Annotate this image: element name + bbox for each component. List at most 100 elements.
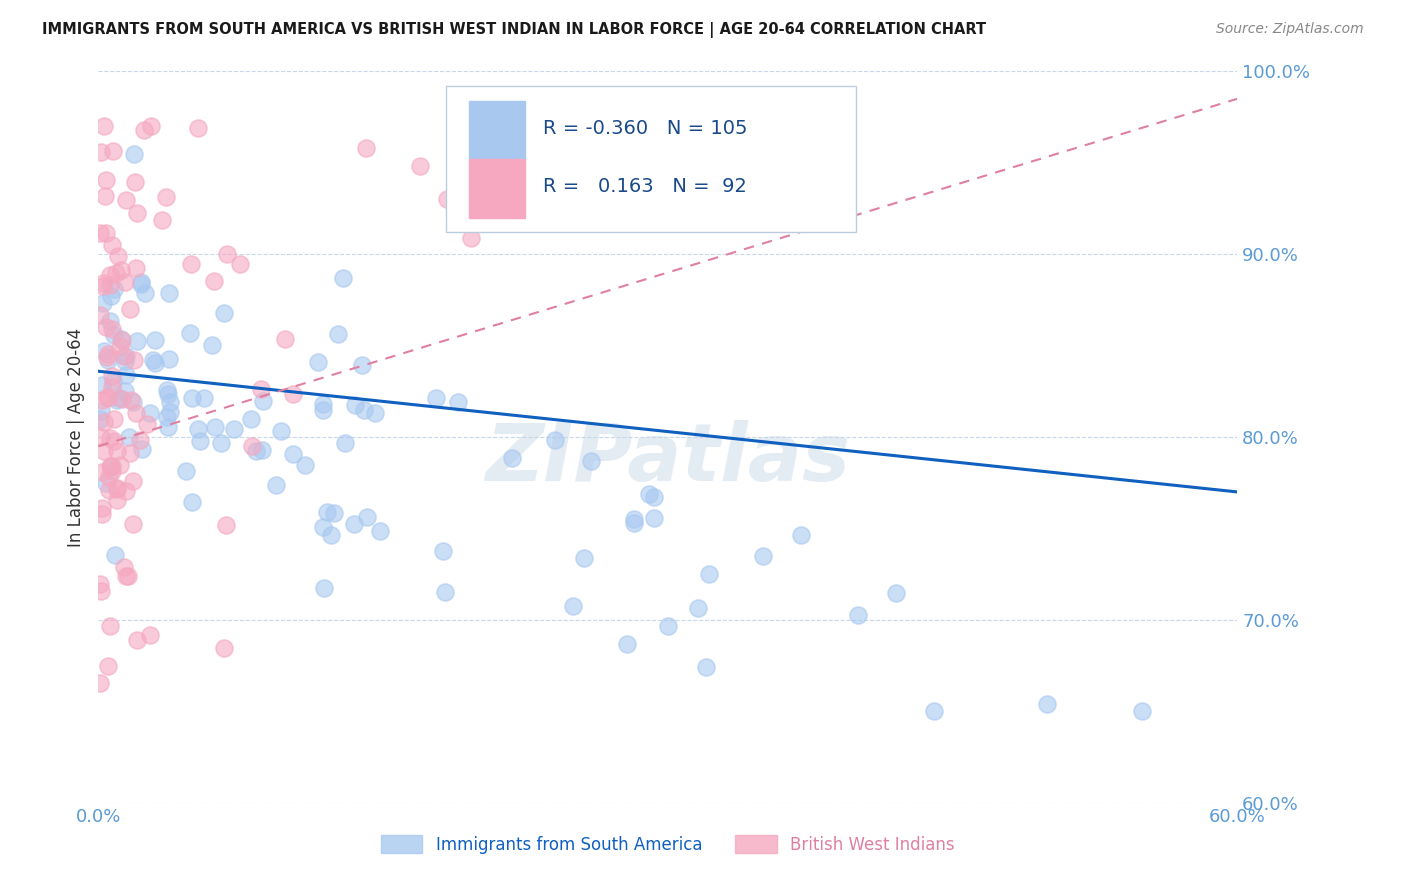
Point — [155, 409, 177, 424]
Point — [101, 321, 124, 335]
Point — [93, 415, 115, 429]
Point — [579, 454, 602, 468]
Point — [103, 434, 125, 448]
Point — [118, 301, 141, 316]
Point — [110, 263, 132, 277]
Point — [98, 458, 121, 473]
Text: R =   0.163   N =  92: R = 0.163 N = 92 — [543, 178, 747, 196]
Point — [93, 343, 115, 358]
Point — [118, 446, 141, 460]
Point — [96, 319, 118, 334]
Point — [204, 420, 226, 434]
Point — [638, 487, 661, 501]
Point — [103, 411, 125, 425]
Point — [110, 458, 132, 472]
Point — [697, 566, 720, 581]
Point — [209, 436, 232, 450]
Point — [97, 347, 120, 361]
Point — [695, 660, 717, 674]
Point — [105, 444, 128, 458]
Point — [108, 392, 131, 406]
Point — [112, 349, 135, 363]
Point — [91, 501, 114, 516]
Point — [101, 238, 124, 252]
Point — [107, 249, 129, 263]
Point — [97, 353, 120, 368]
Point — [96, 226, 118, 240]
Point — [114, 275, 136, 289]
Point — [174, 464, 197, 478]
Point — [134, 122, 156, 136]
Point — [98, 483, 121, 497]
Point — [110, 332, 132, 346]
Point — [240, 439, 263, 453]
Point — [343, 516, 366, 531]
Point — [103, 327, 125, 342]
Point — [112, 560, 135, 574]
Point — [122, 146, 145, 161]
Point — [266, 478, 288, 492]
Point — [319, 527, 342, 541]
Point — [91, 393, 114, 408]
Point — [222, 422, 245, 436]
Point — [364, 406, 387, 420]
Point — [101, 458, 124, 473]
Point — [122, 395, 145, 409]
Point — [188, 434, 211, 449]
Point — [125, 260, 148, 275]
Point — [115, 193, 138, 207]
Point — [122, 353, 145, 368]
Point — [623, 512, 645, 526]
Point — [128, 433, 150, 447]
Point — [179, 326, 201, 341]
Point — [240, 412, 263, 426]
Point — [105, 493, 128, 508]
Point — [368, 524, 391, 539]
Point — [229, 257, 252, 271]
Point — [89, 227, 111, 241]
Point — [125, 406, 148, 420]
Point — [91, 465, 114, 479]
Point — [90, 145, 112, 159]
Point — [352, 358, 374, 372]
Point — [117, 569, 139, 583]
Point — [94, 173, 117, 187]
Text: ZIPatlas: ZIPatlas — [485, 420, 851, 498]
Point — [131, 442, 153, 457]
Point — [245, 444, 267, 458]
Point — [89, 308, 111, 322]
Point — [150, 212, 173, 227]
Point — [96, 476, 118, 491]
Point — [143, 356, 166, 370]
Point — [572, 550, 595, 565]
Point — [98, 470, 121, 484]
Point — [790, 528, 813, 542]
Point — [139, 628, 162, 642]
Point — [314, 581, 336, 595]
Point — [1132, 705, 1154, 719]
Point — [122, 516, 145, 531]
Point — [332, 271, 354, 285]
Point — [98, 268, 121, 282]
Point — [307, 355, 329, 369]
Point — [294, 458, 316, 472]
Point — [333, 435, 356, 450]
Point — [131, 277, 153, 292]
Point — [103, 282, 125, 296]
Point — [101, 464, 124, 478]
Point — [643, 511, 665, 525]
Point — [115, 349, 138, 363]
Point — [127, 206, 149, 220]
Point — [281, 387, 304, 401]
Point — [215, 517, 238, 532]
Point — [180, 257, 202, 271]
Point — [201, 338, 224, 352]
Point — [353, 403, 375, 417]
Point — [93, 444, 115, 458]
Point — [180, 495, 202, 509]
Point — [91, 295, 114, 310]
Point — [562, 599, 585, 613]
Point — [108, 339, 131, 353]
Point — [110, 392, 132, 406]
Point — [311, 396, 333, 410]
